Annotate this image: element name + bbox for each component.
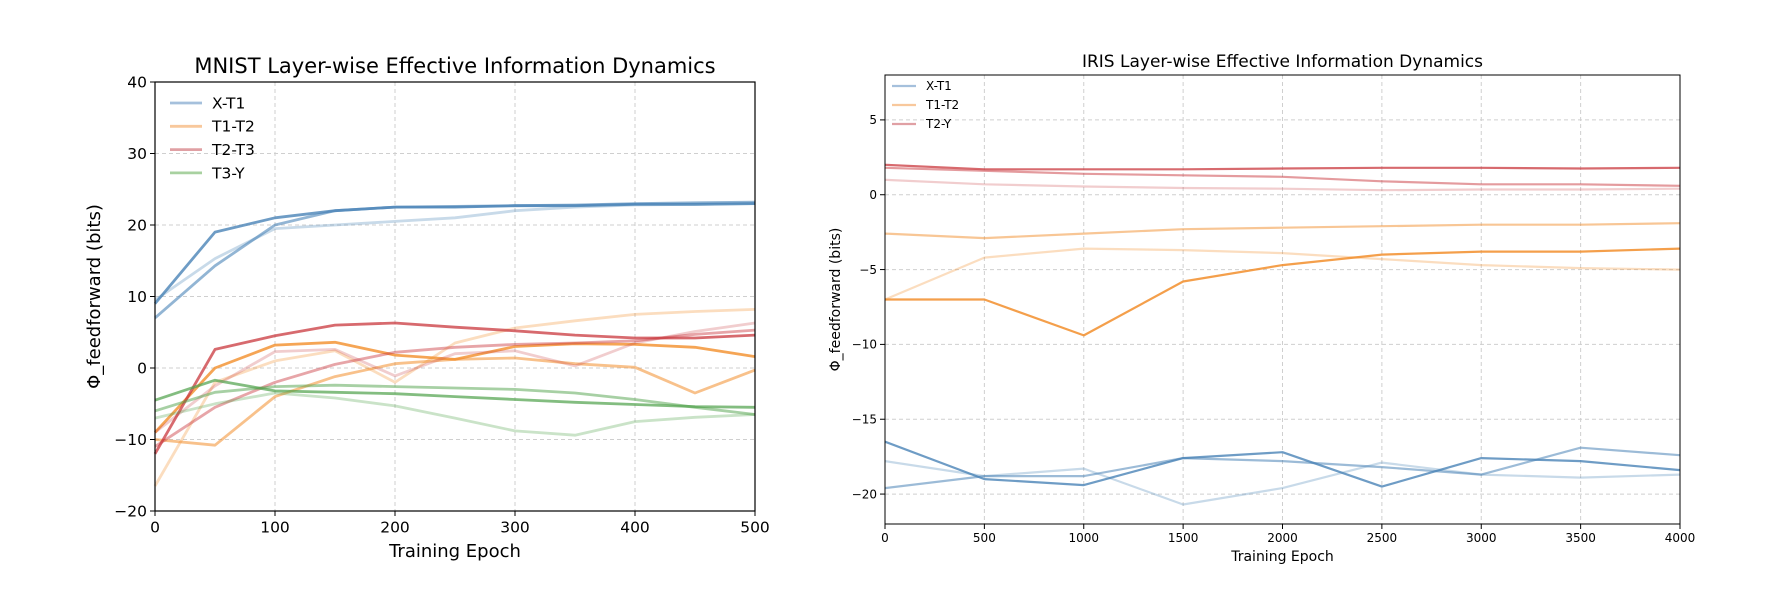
mnist-x-tick-label: 200 [380, 519, 410, 537]
iris-lines [884, 163, 1681, 506]
mnist-y-tick-label: 40 [127, 73, 147, 91]
mnist-series-line-x-t1 [154, 202, 756, 302]
mnist-x-tick-label: 300 [500, 519, 530, 537]
mnist-series-line-t2-t3 [154, 321, 756, 434]
mnist-y-ticks: −20 −10 0 10 20 30 40 [114, 73, 155, 520]
mnist-lines [153, 200, 756, 487]
mnist-series-line-t2-t3 [154, 328, 756, 448]
iris-x-tick-label: 1000 [1068, 531, 1099, 545]
mnist-y-tick-label: 20 [127, 216, 147, 234]
mnist-chart-title: MNIST Layer-wise Effective Information D… [194, 54, 715, 78]
mnist-x-tick-label: 0 [150, 519, 160, 537]
iris-legend-label: T2-Y [925, 117, 952, 131]
mnist-legend-label: T3-Y [211, 164, 245, 182]
iris-y-tick-label: 5 [869, 113, 877, 127]
mnist-y-tick-label: 10 [127, 288, 147, 306]
mnist-x-tick-label: 500 [740, 519, 770, 537]
iris-series-line-t2-y [884, 166, 1681, 187]
iris-x-tick-label: 0 [881, 531, 889, 545]
iris-x-tick-label: 2500 [1367, 531, 1398, 545]
iris-y-tick-label: −20 [852, 487, 877, 501]
iris-series-line-t1-t2 [884, 222, 1681, 240]
iris-legend-label: T1-T2 [925, 98, 959, 112]
iris-series-line-x-t1 [884, 440, 1681, 488]
iris-y-tick-label: −10 [852, 338, 877, 352]
iris-y-tick-label: −5 [859, 263, 877, 277]
iris-grid [884, 75, 1681, 524]
mnist-series-line-t1-t2 [154, 356, 756, 447]
iris-x-tick-label: 1500 [1168, 531, 1199, 545]
mnist-series-line-x-t1 [154, 200, 756, 319]
iris-y-tick-label: −15 [852, 412, 877, 426]
mnist-x-ticks: 0 100 200 300 400 500 [150, 511, 770, 537]
iris-x-ticks: 0 500 1000 1500 2000 2500 3000 3500 4000 [881, 524, 1695, 545]
mnist-y-tick-label: 30 [127, 145, 147, 163]
mnist-legend-label: X-T1 [212, 94, 245, 112]
mnist-legend-label: T2-T3 [211, 141, 255, 159]
mnist-series-line-t3-y [154, 383, 756, 416]
mnist-y-tick-label: 0 [137, 359, 147, 377]
iris-x-tick-label: 3000 [1466, 531, 1497, 545]
iris-series-line-t2-y [884, 178, 1681, 192]
iris-x-tick-label: 2000 [1267, 531, 1298, 545]
mnist-series-line-t3-y [154, 391, 756, 437]
mnist-x-tick-label: 100 [260, 519, 290, 537]
mnist-y-axis-label: Φ_feedforward (bits) [84, 204, 105, 389]
iris-series-line-x-t1 [884, 446, 1681, 490]
iris-legend: X-T1 T1-T2 T2-Y [892, 79, 959, 131]
iris-x-tick-label: 4000 [1665, 531, 1696, 545]
iris-x-axis-label: Training Epoch [1230, 549, 1334, 565]
mnist-legend-label: T1-T2 [211, 118, 255, 136]
iris-y-tick-label: 0 [869, 188, 877, 202]
mnist-y-tick-label: −10 [114, 431, 147, 449]
iris-series-line-t1-t2 [885, 247, 1681, 337]
iris-y-axis-label: Φ_feedforward (bits) [828, 228, 844, 372]
iris-series-line-x-t1 [884, 460, 1681, 506]
mnist-legend: X-T1 T1-T2 T2-T3 T3-Y [170, 94, 255, 182]
mnist-series-line-t2-t3 [153, 321, 756, 455]
iris-series-line-t1-t2 [884, 247, 1681, 301]
iris-series-line-t2-y [884, 163, 1681, 171]
mnist-chart: 0 100 200 300 400 500 −20 −10 0 10 20 30 40 MNIST L… [84, 54, 770, 562]
mnist-x-tick-label: 400 [620, 519, 650, 537]
iris-chart-title: IRIS Layer-wise Effective Information Dy… [1082, 52, 1483, 72]
mnist-y-tick-label: −20 [114, 502, 147, 520]
iris-x-tick-label: 3500 [1565, 531, 1596, 545]
iris-x-tick-label: 500 [973, 531, 996, 545]
iris-y-ticks: −20 −15 −10 −5 0 5 [852, 113, 885, 501]
iris-legend-label: X-T1 [926, 79, 952, 93]
mnist-series-line-t1-t2 [153, 308, 756, 487]
iris-chart: 0 500 1000 1500 2000 2500 3000 3500 4000 −20−15−… [828, 52, 1695, 565]
mnist-x-axis-label: Training Epoch [388, 541, 521, 562]
